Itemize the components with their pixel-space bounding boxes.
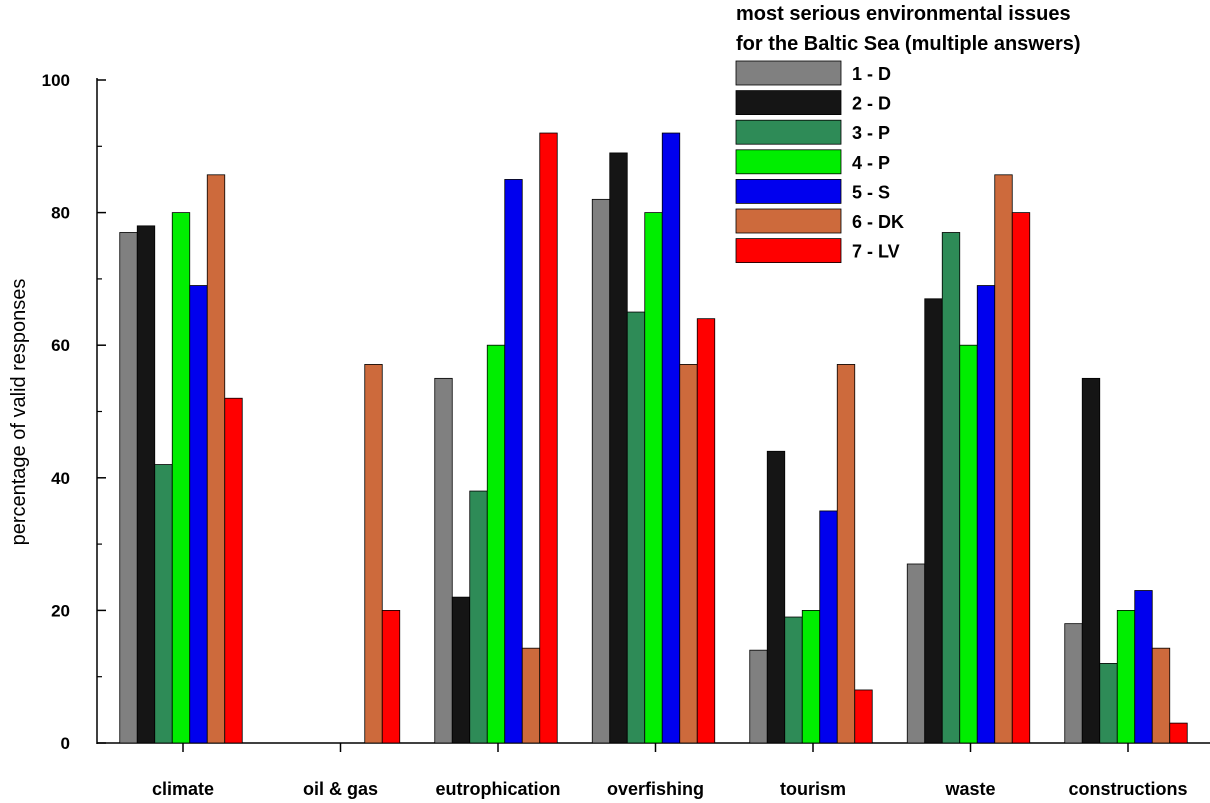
y-tick-label-100: 100 [42,71,70,90]
legend-swatch [735,208,842,234]
bar-3-P-overfishing [626,311,646,744]
bar-4-P-climate [171,212,191,744]
bar-7-LV-eutrophication [539,132,558,744]
bar-5-S-waste [976,285,996,744]
legend-swatch [735,90,842,115]
y-axis: 0 20 40 60 80 100 [42,71,106,753]
bar-5-S-climate [189,285,208,744]
bar-1-D-overfishing [591,198,611,744]
bar-6-DK-climate [206,174,226,744]
bar-3-P-tourism [784,616,803,744]
bar-5-S-overfishing [661,132,681,744]
legend-label: 7 - LV [852,242,900,262]
bar-1-D-eutrophication [434,377,453,744]
bar-3-P-climate [154,464,173,744]
x-category-label: waste [944,779,995,799]
bar-1-D-tourism [749,649,768,744]
bar-7-LV-oilgas [381,610,401,744]
bar-3-P-waste [941,232,961,744]
bars-area [119,132,1188,744]
bar-6-DK-tourism [836,364,856,744]
bar-5-S-eutrophication [504,179,523,744]
bar-3-P-constructions [1099,663,1118,744]
legend-swatch [735,238,842,264]
y-tick-label-40: 40 [51,469,70,488]
y-axis-label: percentage of valid responses [8,279,30,546]
bar-3-P-eutrophication [469,490,488,744]
bar-1-D-climate [119,232,138,744]
legend-label: 5 - S [852,182,890,202]
x-category-label: oil & gas [303,779,378,799]
bar-2-D-constructions [1081,377,1101,744]
legend-label: 2 - D [852,94,891,114]
bar-4-P-constructions [1116,610,1136,744]
bar-5-S-tourism [819,510,838,744]
bar-2-D-tourism [766,450,786,744]
y-tick-label-0: 0 [61,734,70,753]
legend-title-line-1: most serious environmental issues [736,3,1071,25]
x-axis: climate oil & gas eutrophication overfishin… [97,742,1210,799]
bar-7-LV-constructions [1169,722,1188,744]
bar-6-DK-eutrophication [521,647,541,744]
y-tick-label-80: 80 [51,204,70,223]
bar-2-D-waste [924,298,943,744]
legend-label: 6 - DK [852,212,904,232]
bar-6-DK-constructions [1151,647,1171,744]
bar-7-LV-waste [1011,212,1031,744]
bar-1-D-waste [906,563,926,744]
legend: most serious environmental issues for th… [735,3,1081,264]
bar-7-LV-climate [224,397,243,744]
x-category-label: tourism [780,779,846,799]
y-tick-label-60: 60 [51,336,70,355]
bar-4-P-waste [959,344,978,744]
bar-2-D-eutrophication [451,596,471,744]
bar-6-DK-waste [994,174,1013,744]
bar-4-P-eutrophication [486,344,506,744]
legend-swatch [735,149,842,175]
x-category-label: constructions [1068,779,1187,799]
legend-swatch [735,178,842,204]
bar-7-LV-overfishing [696,318,716,744]
bar-1-D-constructions [1064,623,1083,744]
bar-2-D-overfishing [609,152,628,744]
bar-7-LV-tourism [854,689,873,744]
x-category-label: overfishing [607,779,704,799]
bar-4-P-tourism [801,610,821,744]
bar-4-P-overfishing [644,212,663,744]
legend-label: 1 - D [852,64,891,84]
bar-6-DK-oilgas [364,364,383,744]
bar-2-D-climate [136,225,156,744]
legend-label: 3 - P [852,123,890,143]
x-category-label: climate [152,779,214,799]
legend-swatch [735,119,842,145]
x-category-label: eutrophication [436,779,561,799]
bar-6-DK-overfishing [679,364,698,744]
y-tick-label-20: 20 [51,601,70,620]
legend-title-line-2: for the Baltic Sea (multiple answers) [736,33,1081,55]
bar-5-S-constructions [1134,590,1153,744]
legend-swatch [735,60,842,86]
legend-label: 4 - P [852,153,890,173]
